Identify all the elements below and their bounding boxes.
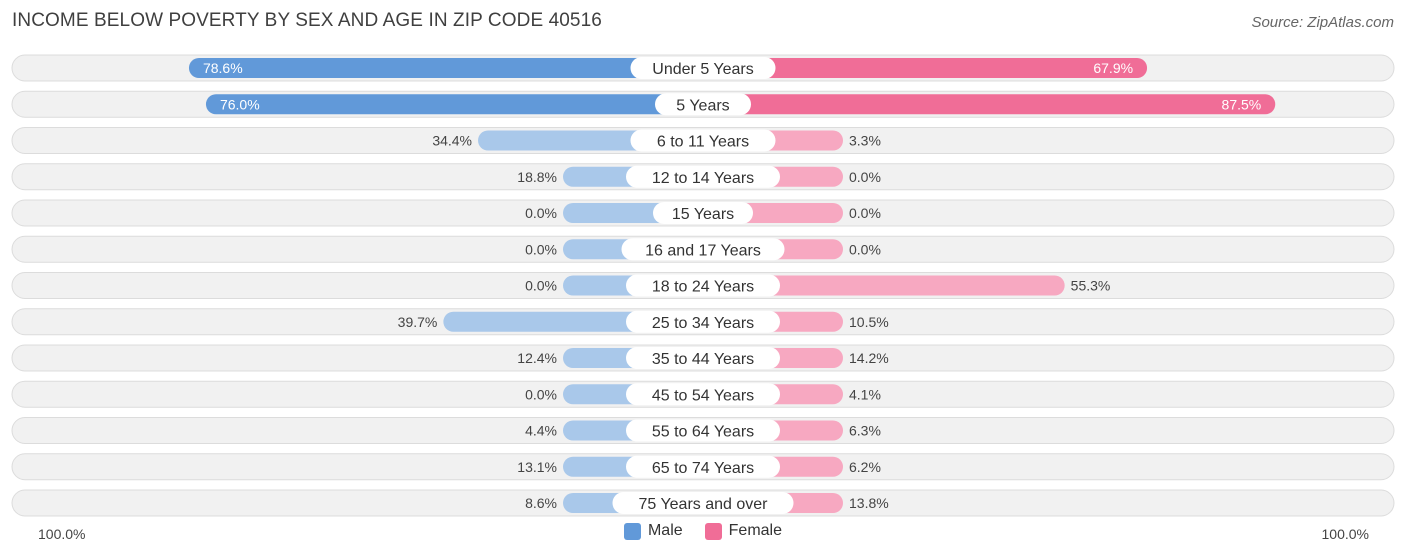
male-value-label: 0.0% — [525, 241, 557, 257]
male-bar — [188, 58, 703, 78]
category-label-bg — [626, 383, 780, 406]
female-value-label: 67.9% — [1093, 60, 1133, 76]
category-label: 16 and 17 Years — [645, 242, 761, 259]
category-label-bg — [653, 202, 753, 224]
male-value-label: 13.1% — [517, 459, 557, 475]
category-label: 25 to 34 Years — [652, 315, 754, 332]
female-value-label: 0.0% — [849, 169, 881, 185]
female-value-label: 0.0% — [849, 241, 881, 257]
category-label: Under 5 Years — [652, 61, 753, 78]
male-value-label: 0.0% — [525, 386, 557, 402]
male-value-label: 39.7% — [398, 314, 438, 330]
female-value-label: 4.1% — [849, 386, 881, 402]
male-value-label: 8.6% — [525, 495, 557, 511]
legend-label-male: Male — [647, 522, 683, 539]
category-label-bg — [626, 165, 780, 188]
category-label: 55 to 64 Years — [652, 424, 754, 441]
category-label-bg — [655, 93, 751, 116]
female-value-label: 6.2% — [849, 459, 881, 475]
female-bar — [703, 94, 1276, 115]
category-label-bg — [626, 347, 780, 369]
category-label: 65 to 74 Years — [652, 460, 754, 477]
female-value-label: 87.5% — [1222, 96, 1262, 112]
chart-title: INCOME BELOW POVERTY BY SEX AND AGE IN Z… — [12, 10, 602, 31]
female-value-label: 14.2% — [849, 350, 889, 366]
category-label-bg — [621, 238, 785, 261]
category-label-bg — [630, 129, 776, 152]
male-value-label: 0.0% — [525, 205, 557, 221]
axis-right-label: 100.0% — [1321, 526, 1369, 542]
male-value-label: 12.4% — [517, 350, 557, 366]
male-value-label: 18.8% — [517, 169, 557, 185]
female-value-label: 0.0% — [849, 205, 881, 221]
category-label: 5 Years — [676, 97, 729, 114]
category-label-bg — [612, 492, 794, 514]
category-label: 75 Years and over — [639, 496, 769, 513]
legend-item-female: Female — [704, 522, 783, 540]
female-bar — [703, 275, 1065, 296]
female-value-label: 13.8% — [849, 495, 889, 511]
category-label: 35 to 44 Years — [652, 351, 754, 368]
male-value-label: 78.6% — [203, 60, 243, 76]
axis-left-label: 100.0% — [38, 526, 86, 542]
category-label-bg — [626, 274, 780, 297]
female-value-label: 3.3% — [849, 133, 881, 149]
category-label: 12 to 14 Years — [652, 170, 754, 187]
female-value-label: 55.3% — [1071, 278, 1111, 294]
male-bar — [205, 94, 703, 115]
male-value-label: 0.0% — [525, 278, 557, 294]
male-value-label: 4.4% — [525, 423, 557, 439]
legend-label-female: Female — [728, 522, 783, 539]
category-label: 18 to 24 Years — [652, 279, 754, 296]
legend: Male Female — [0, 522, 1406, 540]
male-value-label: 76.0% — [220, 96, 260, 112]
category-label: 45 to 54 Years — [652, 387, 754, 404]
category-label: 15 Years — [672, 206, 734, 223]
female-value-label: 10.5% — [849, 314, 889, 330]
legend-swatch-female — [704, 522, 722, 540]
male-value-label: 34.4% — [432, 133, 472, 149]
category-label: 6 to 11 Years — [657, 134, 749, 151]
female-bar — [703, 58, 1148, 78]
category-label-bg — [626, 455, 780, 478]
chart-source: Source: ZipAtlas.com — [1251, 14, 1394, 31]
category-label-bg — [630, 57, 776, 79]
category-label-bg — [626, 419, 780, 442]
category-label-bg — [626, 310, 780, 333]
legend-item-male: Male — [623, 522, 683, 540]
legend-swatch-male — [623, 522, 641, 540]
female-value-label: 6.3% — [849, 423, 881, 439]
